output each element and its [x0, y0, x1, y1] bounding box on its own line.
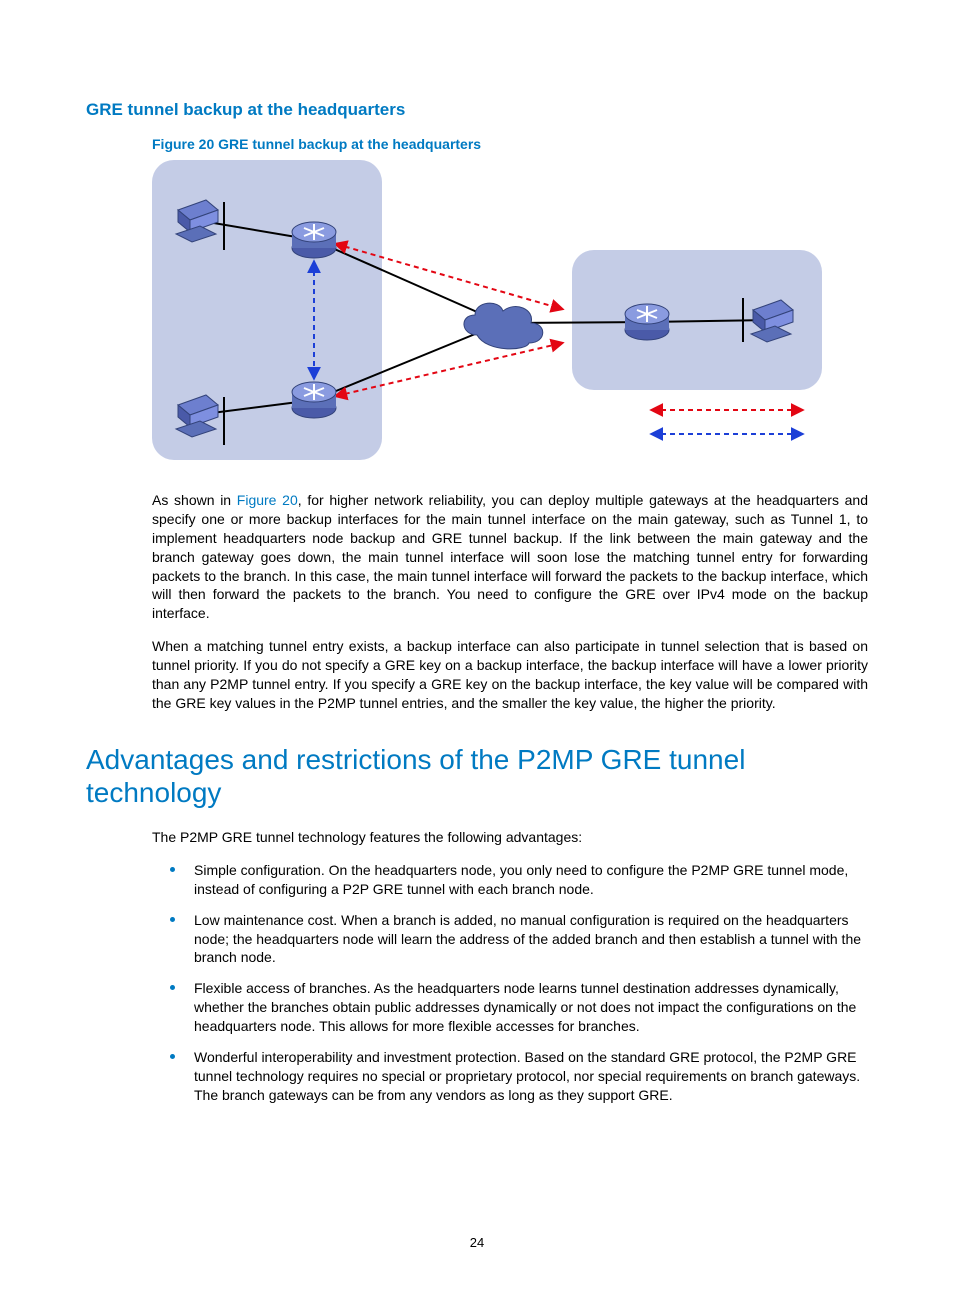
advantages-heading: Advantages and restrictions of the P2MP …: [86, 743, 868, 810]
list-item: Wonderful interoperability and investmen…: [152, 1048, 868, 1105]
paragraph-3: The P2MP GRE tunnel technology features …: [152, 828, 868, 847]
advantages-list: Simple configuration. On the headquarter…: [152, 861, 868, 1105]
list-item: Flexible access of branches. As the head…: [152, 979, 868, 1036]
list-item: Simple configuration. On the headquarter…: [152, 861, 868, 899]
section-heading: GRE tunnel backup at the headquarters: [86, 100, 868, 120]
network-diagram-svg: [152, 160, 822, 460]
paragraph-2: When a matching tunnel entry exists, a b…: [152, 637, 868, 713]
figure-20-diagram: [152, 160, 868, 465]
para1-post: , for higher network reliability, you ca…: [152, 492, 868, 621]
page-number: 24: [0, 1235, 954, 1250]
paragraph-1: As shown in Figure 20, for higher networ…: [152, 491, 868, 623]
figure-caption: Figure 20 GRE tunnel backup at the headq…: [152, 136, 868, 152]
para1-pre: As shown in: [152, 492, 237, 508]
figure-20-link[interactable]: Figure 20: [237, 492, 298, 508]
list-item: Low maintenance cost. When a branch is a…: [152, 911, 868, 968]
